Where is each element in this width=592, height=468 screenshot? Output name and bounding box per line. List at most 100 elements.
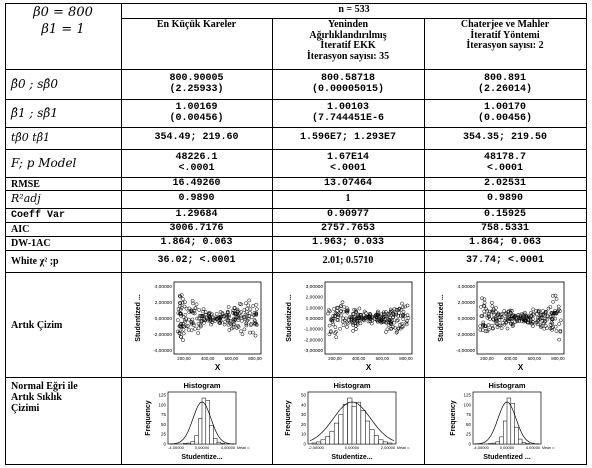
x-axis-label: Studentized ... xyxy=(483,454,531,461)
residual-point xyxy=(225,315,229,320)
residual-point xyxy=(356,319,361,323)
row-label-beta1: β̂1 ; sβ̂1 xyxy=(11,100,58,127)
residual-point xyxy=(553,316,558,321)
residual-point xyxy=(551,299,555,304)
cell-value: 1.00170 xyxy=(483,102,526,113)
cell-b1: 1.00169 (0.00456) xyxy=(121,100,272,127)
residual-point xyxy=(345,309,350,314)
residual-point xyxy=(196,326,201,331)
y-tick-label: -4,00000 xyxy=(456,348,475,354)
cell-dw: 1.864; 0.063 xyxy=(121,237,272,250)
residual-point xyxy=(183,300,187,305)
rule xyxy=(5,127,587,128)
x-axis-label: Studentize... xyxy=(331,454,372,461)
residual-point xyxy=(405,303,410,308)
residual-point xyxy=(542,326,547,331)
histogram-bar xyxy=(491,442,497,445)
row-label-normal-curve: Normal Eğri ile Artık Sıklık Çizimi xyxy=(11,381,78,421)
residual-point xyxy=(175,329,180,334)
residual-point xyxy=(214,311,219,316)
residual-point xyxy=(338,304,343,309)
residual-point xyxy=(383,312,388,316)
cell-t: 1.596E7; 1.293E7 xyxy=(272,128,424,149)
y-tick-label: 2,00000 xyxy=(155,300,173,306)
residual-point xyxy=(403,304,407,309)
residual-point xyxy=(491,310,496,315)
row-label-text: Artık Çizim xyxy=(11,319,63,331)
cell-value: (0.00456) xyxy=(169,112,224,124)
histogram-bar xyxy=(518,438,523,445)
residual-point xyxy=(517,319,521,323)
residual-point xyxy=(548,305,553,309)
histogram-bar xyxy=(183,443,188,445)
residual-point xyxy=(245,313,249,318)
residual-point xyxy=(487,312,491,316)
cell-value: 1.864; 0.063 xyxy=(468,237,541,249)
row-label-text: tβ̂0 tβ̂1 xyxy=(11,131,51,145)
residual-point xyxy=(192,323,196,328)
residual-point xyxy=(490,323,494,328)
cell-white: 36.02; <.0001 xyxy=(121,251,272,272)
residual-point xyxy=(508,308,513,313)
histogram-bar xyxy=(216,441,222,445)
row-label-text: DW-1AC xyxy=(11,238,51,249)
histogram-bar xyxy=(205,400,210,445)
residual-point xyxy=(387,318,392,322)
x-tick-label: 4,00000 xyxy=(221,445,236,450)
residual-point xyxy=(541,309,545,313)
row-label-r2: R²adj xyxy=(11,191,41,208)
residual-point xyxy=(249,321,254,326)
rule xyxy=(5,222,587,223)
residual-point xyxy=(221,314,226,319)
residual-point xyxy=(524,314,529,319)
cell-value: 2.02531 xyxy=(483,177,526,189)
cell-value: <.0001 xyxy=(178,162,215,174)
cell-value: 48178.7 xyxy=(483,152,526,163)
cell-value: 1 xyxy=(345,193,351,205)
cell-value: <.0001 xyxy=(486,162,523,174)
residual-point xyxy=(326,311,330,316)
residual-point xyxy=(248,330,252,335)
residual-point xyxy=(210,315,215,320)
column-header-line: Ağırlıklandırılmış xyxy=(309,29,387,41)
residual-point xyxy=(519,319,524,324)
residual-point xyxy=(487,314,491,319)
residual-point xyxy=(554,311,559,316)
residual-point xyxy=(359,313,363,317)
residual-point xyxy=(330,318,335,323)
cell-value: 0.9890 xyxy=(486,193,523,205)
histogram-bar xyxy=(378,439,384,445)
residual-point xyxy=(490,304,495,309)
residual-point xyxy=(393,311,398,316)
histogram-bar xyxy=(186,442,192,445)
residual-point xyxy=(338,326,342,331)
residual-point xyxy=(520,315,525,320)
residual-point xyxy=(178,329,183,334)
cell-value: <.0001 xyxy=(329,162,366,174)
residual-point xyxy=(558,318,563,323)
residual-point xyxy=(379,318,384,322)
residual-point xyxy=(366,319,371,324)
column-header-line: İterasyon sayısı: 35 xyxy=(306,50,390,62)
residual-point xyxy=(342,318,347,323)
residual-point xyxy=(553,293,558,298)
histogram-bar xyxy=(495,441,500,445)
residual-point xyxy=(370,315,375,320)
cell-value: 2.01; 0.5710 xyxy=(322,255,374,267)
y-tick-label: 0 xyxy=(163,442,166,447)
beta0-label: β0 = 800 xyxy=(33,5,93,20)
residual-point xyxy=(505,317,510,322)
cell-rmse: 13.07464 xyxy=(272,178,424,190)
residual-point xyxy=(189,320,194,324)
y-tick-label: 75 xyxy=(161,412,167,417)
x-tick-label: 600,00 xyxy=(528,356,542,361)
residual-point xyxy=(545,314,550,319)
histogram-bar xyxy=(387,442,393,445)
residual-point xyxy=(516,313,521,317)
residual-point xyxy=(179,305,184,310)
y-tick-label: 30 xyxy=(301,412,307,417)
x-tick-label: -4,00000 xyxy=(168,445,185,450)
cell-value: 16.49260 xyxy=(172,177,221,189)
residual-point xyxy=(330,319,335,324)
histogram-bar xyxy=(503,420,508,445)
